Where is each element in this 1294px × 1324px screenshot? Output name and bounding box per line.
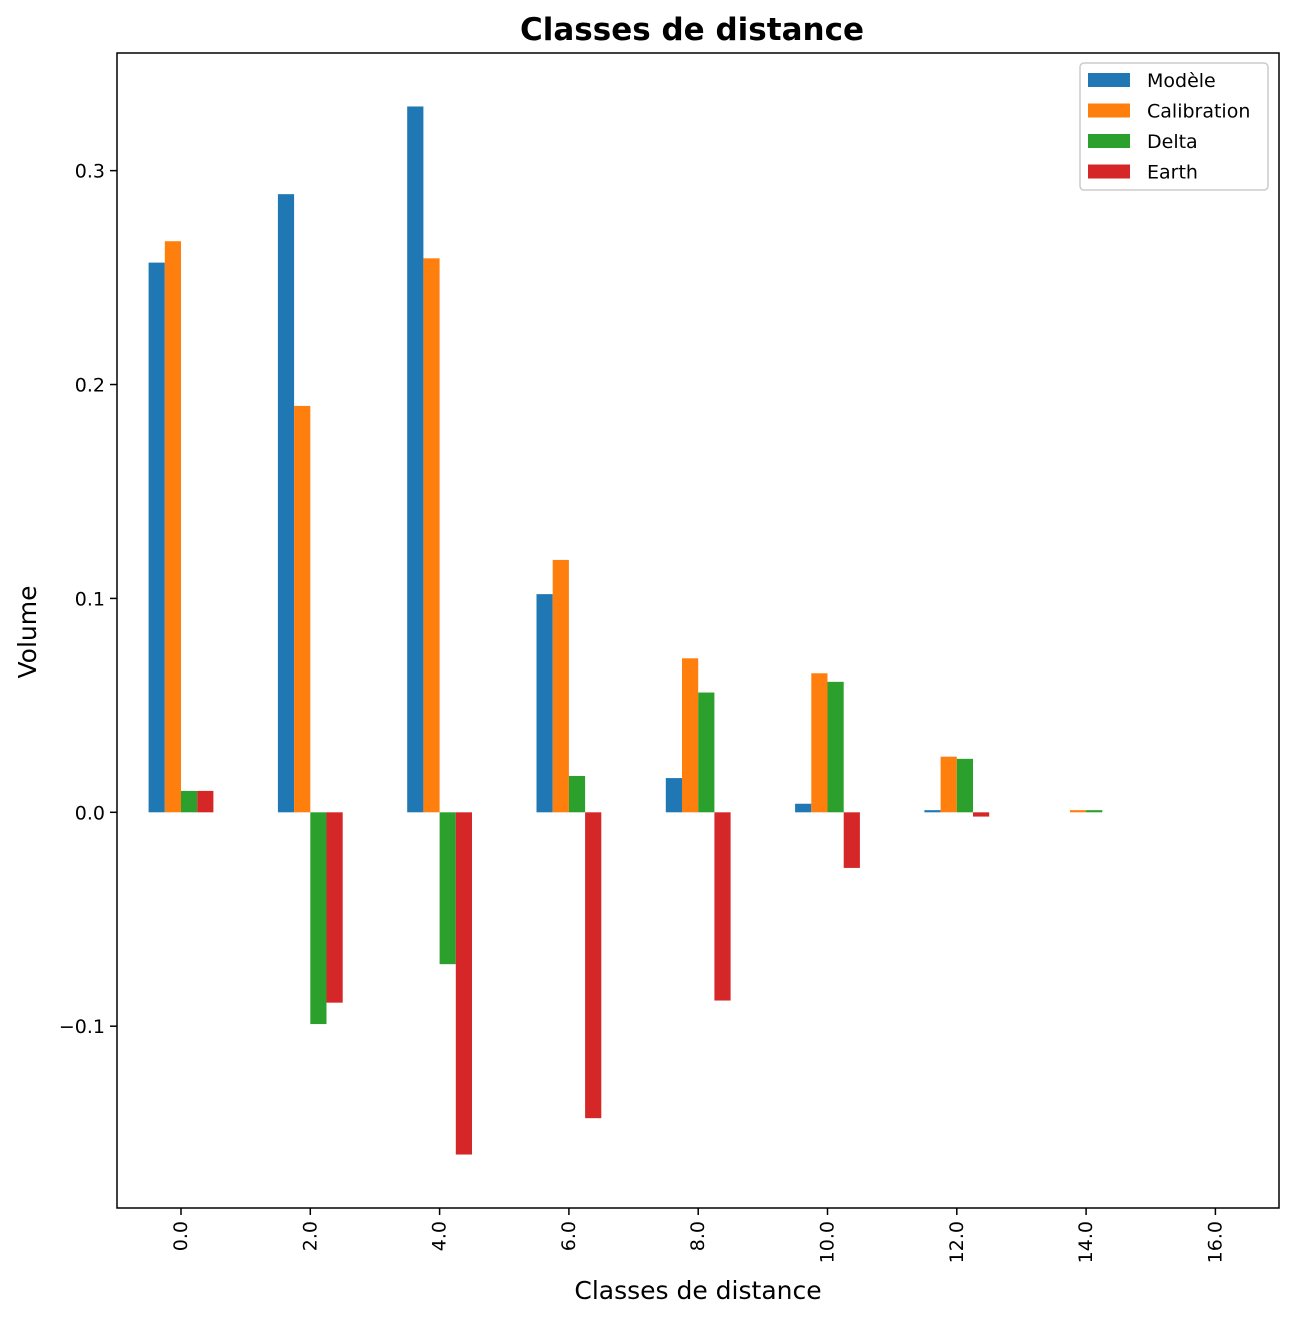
bar-delta-4-0 (439, 812, 456, 965)
bar-delta-0-0 (181, 790, 198, 813)
y-tick-label: −0.1 (59, 1016, 105, 1038)
legend-swatch (1088, 103, 1130, 118)
bar-calibration-10-0 (811, 673, 828, 813)
bar-calibration-2-0 (294, 405, 311, 813)
bar-delta-10-0 (827, 681, 844, 813)
y-tick-label: 0.0 (75, 802, 105, 824)
x-tick-label: 12.0 (946, 1221, 968, 1263)
bar-mod-le-2-0 (277, 194, 295, 813)
x-tick-label: 6.0 (558, 1221, 580, 1251)
legend-label: Delta (1147, 131, 1198, 153)
bar-mod-le-10-0 (795, 803, 812, 813)
x-tick-label: 14.0 (1075, 1221, 1097, 1263)
x-tick-label: 2.0 (299, 1221, 321, 1251)
x-axis-label: Classes de distance (574, 1276, 821, 1305)
bar-mod-le-12-0 (924, 810, 941, 813)
x-axis: 0.0 2.0 4.0 6.0 8.0 10.0 12.0 14.0 16.0 (170, 1208, 1226, 1263)
y-axis: −0.1 0.0 0.1 0.2 0.3 (59, 161, 117, 1038)
y-tick-label: 0.3 (75, 161, 105, 183)
bar-delta-14-0 (1086, 810, 1103, 813)
x-tick-label: 10.0 (817, 1221, 839, 1263)
x-tick-label: 4.0 (429, 1221, 451, 1251)
legend-swatch (1088, 73, 1130, 87)
legend-items: Modèle Calibration Delta Earth (1088, 70, 1250, 184)
bar-mod-le-8-0 (665, 778, 682, 813)
bar-earth-12-0 (973, 812, 990, 817)
legend: Modèle Calibration Delta Earth (1079, 62, 1269, 191)
bar-mod-le-6-0 (536, 594, 553, 813)
x-tick-label: 16.0 (1204, 1221, 1226, 1263)
bar-delta-2-0 (310, 812, 327, 1025)
bar-calibration-12-0 (940, 756, 957, 813)
legend-frame (1079, 62, 1269, 191)
y-tick-label: 0.2 (75, 375, 105, 397)
x-tick-label: 8.0 (687, 1221, 709, 1251)
bar-calibration-6-0 (552, 559, 569, 813)
legend-swatch (1088, 164, 1130, 179)
bar-earth-4-0 (455, 812, 472, 1155)
bar-earth-6-0 (585, 812, 602, 1119)
bar-earth-0-0 (197, 790, 214, 813)
legend-swatch (1088, 134, 1130, 148)
bar-delta-8-0 (698, 692, 715, 813)
plot-area-frame (116, 52, 1280, 1209)
bar-calibration-0-0 (164, 241, 181, 813)
bar-mod-le-4-0 (407, 106, 424, 813)
bars-layer (148, 106, 1103, 1155)
legend-label: Modèle (1147, 70, 1216, 92)
bar-delta-12-0 (956, 758, 973, 813)
bar-mod-le-0-0 (148, 262, 165, 813)
x-tick-label: 0.0 (170, 1221, 192, 1251)
chart-title: Classes de distance (520, 12, 864, 48)
y-axis-label: Volume (13, 586, 42, 679)
y-tick-label: 0.1 (75, 588, 105, 610)
bar-earth-2-0 (326, 812, 343, 1003)
bar-calibration-8-0 (682, 658, 699, 813)
bar-earth-8-0 (714, 812, 731, 1001)
bar-earth-10-0 (843, 812, 860, 868)
bar-delta-6-0 (568, 775, 586, 813)
legend-label: Earth (1147, 162, 1198, 184)
bar-calibration-14-0 (1069, 810, 1087, 813)
bar-calibration-4-0 (423, 258, 440, 813)
legend-label: Calibration (1147, 101, 1250, 123)
